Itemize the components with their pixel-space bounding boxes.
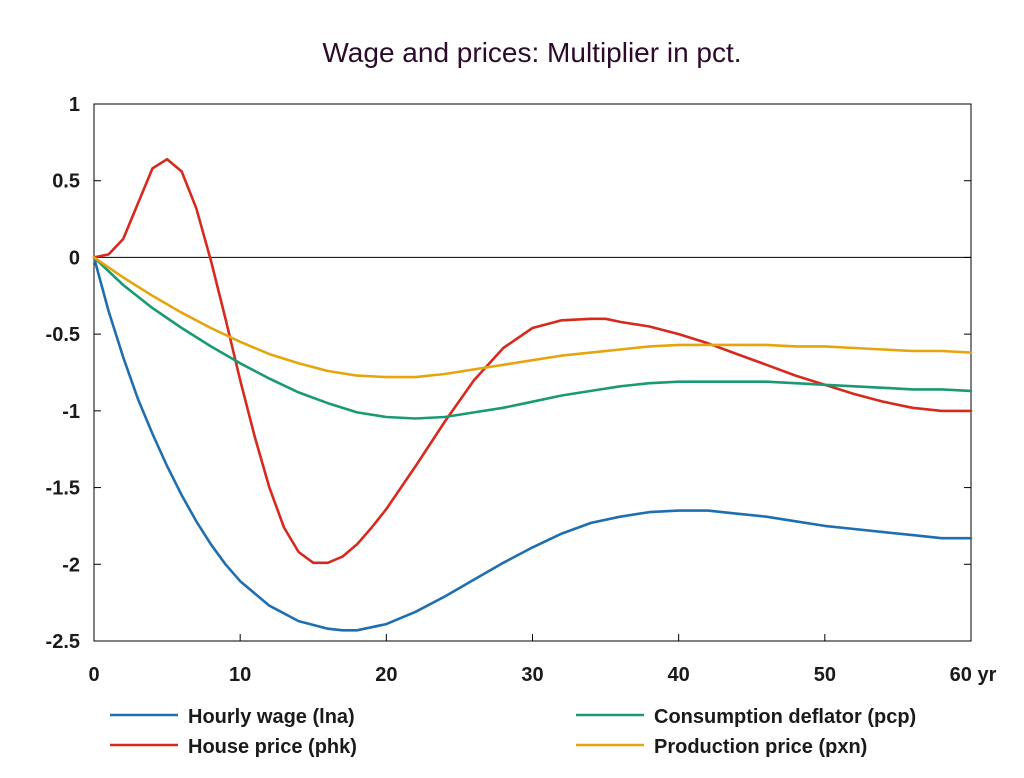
legend: Hourly wage (lna) House price (phk) Consum…	[110, 706, 916, 758]
plot-border	[93, 103, 972, 642]
y-tick-label: 0.5	[52, 171, 80, 193]
y-axis-ticks: 1 0.5 0 -0.5 -1 -1.5 -2 -2.5	[46, 94, 971, 653]
x-tick-label: 20	[375, 664, 397, 686]
x-tick-label: 50	[814, 664, 836, 686]
x-tick-label: 60 yr	[950, 664, 997, 686]
legend-label-production-price-pxn: Production price (pxn)	[654, 736, 867, 758]
legend-label-hourly-wage-lna: Hourly wage (lna)	[188, 706, 355, 728]
series-line-consumption-deflator-pcp	[92, 256, 973, 420]
y-tick-label: -2.5	[46, 631, 80, 653]
series-line-production-price-pxn	[92, 256, 973, 379]
y-tick-label: 1	[69, 94, 80, 116]
series-lines	[92, 157, 973, 632]
x-tick-label: 40	[668, 664, 690, 686]
y-tick-label: -1	[62, 401, 80, 423]
series-line-hourly-wage-lna	[92, 256, 973, 632]
y-tick-label: -0.5	[46, 324, 80, 346]
x-tick-label: 10	[229, 664, 251, 686]
y-tick-label: -1.5	[46, 478, 80, 500]
plot-frame	[93, 103, 972, 642]
legend-label-house-price-phk: House price (phk)	[188, 736, 357, 758]
legend-label-consumption-deflator-pcp: Consumption deflator (pcp)	[654, 706, 916, 728]
y-tick-label: -2	[62, 554, 80, 576]
chart-title: Wage and prices: Multiplier in pct.	[322, 37, 741, 68]
y-tick-label: 0	[69, 247, 80, 269]
x-axis-ticks: 0 10 20 30 40 50 60 yr	[88, 634, 997, 686]
x-tick-label: 0	[88, 664, 99, 686]
x-tick-label: 30	[521, 664, 543, 686]
series-line-house-price-phk	[92, 157, 973, 565]
